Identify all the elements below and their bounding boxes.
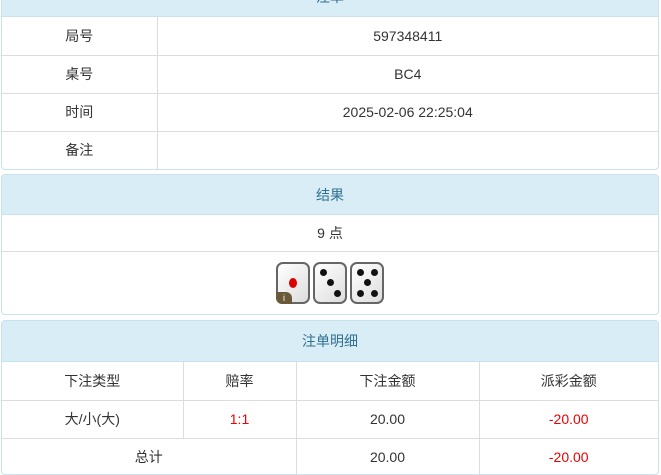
column-header: 赔率 bbox=[182, 362, 297, 401]
table-row: 桌号 BC4 bbox=[2, 54, 658, 94]
row-label: 桌号 bbox=[2, 54, 158, 94]
bet-amount: 20.00 bbox=[295, 399, 480, 439]
table-row: 局号 597348411 bbox=[2, 17, 658, 56]
column-header: 下注类型 bbox=[2, 362, 184, 401]
column-header: 派彩金额 bbox=[478, 362, 658, 401]
die-5-icon bbox=[350, 262, 384, 304]
remark bbox=[156, 130, 658, 169]
details-table: 下注类型 赔率 下注金额 派彩金额 大/小(大) 1:1 20.00 -20.0… bbox=[2, 362, 658, 474]
details-panel: 注单明细 下注类型 赔率 下注金额 派彩金额 大/小(大) 1:1 20.00 … bbox=[1, 320, 659, 475]
table-header-row: 下注类型 赔率 下注金额 派彩金额 bbox=[2, 362, 658, 401]
table-row: 时间 2025-02-06 22:25:04 bbox=[2, 92, 658, 132]
die-1-icon: i bbox=[276, 262, 310, 304]
result-points: 9 点 bbox=[2, 215, 658, 252]
column-header: 下注金额 bbox=[295, 362, 480, 401]
result-panel-title: 结果 bbox=[2, 175, 658, 215]
bet-type: 大/小(大) bbox=[2, 399, 184, 439]
die-3-icon bbox=[313, 262, 347, 304]
odds: 1:1 bbox=[182, 399, 297, 439]
dice-row: i bbox=[2, 252, 658, 314]
row-label: 局号 bbox=[2, 17, 158, 56]
payout-amount: -20.00 bbox=[478, 399, 658, 439]
bet-time: 2025-02-06 22:25:04 bbox=[156, 92, 658, 132]
total-payout-amount: -20.00 bbox=[478, 437, 658, 474]
order-table: 局号 597348411 桌号 BC4 时间 2025-02-06 22:25:04 … bbox=[2, 17, 658, 169]
details-panel-title: 注单明细 bbox=[2, 321, 658, 362]
total-row: 总计 20.00 -20.00 bbox=[2, 437, 658, 474]
order-panel-title: 注单 bbox=[2, 0, 658, 17]
row-label: 时间 bbox=[2, 92, 158, 132]
info-icon[interactable]: i bbox=[276, 292, 292, 304]
table-number: BC4 bbox=[156, 54, 658, 94]
result-panel: 结果 9 点 i bbox=[1, 174, 659, 315]
total-label: 总计 bbox=[2, 437, 297, 474]
total-bet-amount: 20.00 bbox=[295, 437, 480, 474]
table-row: 备注 bbox=[2, 130, 658, 169]
round-number: 597348411 bbox=[156, 17, 658, 56]
table-row: 大/小(大) 1:1 20.00 -20.00 bbox=[2, 399, 658, 439]
row-label: 备注 bbox=[2, 130, 158, 169]
